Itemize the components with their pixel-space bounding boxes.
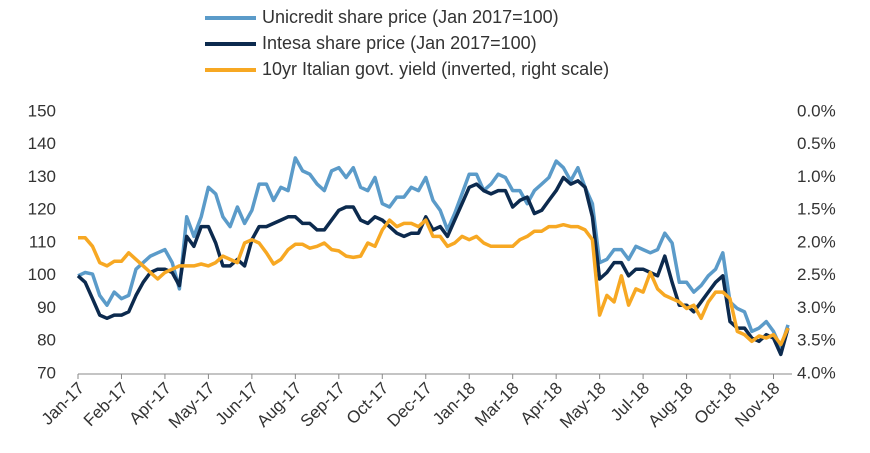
x-tick-label: Jun-17 <box>212 379 262 429</box>
y-tick-label: 110 <box>29 232 56 251</box>
x-tick-label: Feb-17 <box>80 379 132 431</box>
y-tick-label: 140 <box>28 134 56 153</box>
x-tick-label: May-17 <box>165 379 219 433</box>
x-tick-label: Dec-17 <box>384 379 436 431</box>
x-tick-label: Mar-18 <box>471 379 523 431</box>
y-tick-label: 90 <box>37 298 56 317</box>
y2-tick-label: 0.5% <box>797 134 836 153</box>
series-line <box>76 175 790 357</box>
x-tick-label: Oct-17 <box>343 379 393 429</box>
y2-tick-label: 2.0% <box>797 232 836 251</box>
y2-tick-label: 3.0% <box>797 298 836 317</box>
y2-tick-label: 1.5% <box>797 200 836 219</box>
y-tick-label: 70 <box>37 363 56 382</box>
x-tick-label: Sep-17 <box>297 379 349 431</box>
series-line <box>78 218 790 347</box>
y2-tick-label: 2.5% <box>797 265 836 284</box>
series-line <box>77 156 790 350</box>
legend-label: 10yr Italian govt. yield (inverted, righ… <box>262 59 609 79</box>
x-tick-label: Jan-17 <box>38 379 88 429</box>
x-tick-label: Oct-18 <box>691 379 741 429</box>
y2-tick-label: 3.5% <box>797 331 836 350</box>
y2-tick-label: 4.0% <box>797 363 836 382</box>
y-tick-label: 80 <box>37 331 56 350</box>
y-tick-label: 130 <box>28 167 56 186</box>
x-tick-label: Jan-18 <box>429 379 479 429</box>
y-tick-label: 120 <box>28 200 56 219</box>
y-tick-label: 100 <box>28 265 56 284</box>
x-tick-label: May-18 <box>556 379 610 433</box>
x-tick-label: Nov-18 <box>731 379 783 431</box>
x-tick-label: Aug-18 <box>644 379 696 431</box>
x-tick-label: Aug-17 <box>253 379 305 431</box>
y2-tick-label: 0.0% <box>797 101 836 120</box>
y2-tick-label: 1.0% <box>797 167 836 186</box>
legend: Unicredit share price (Jan 2017=100) Inte… <box>205 7 609 79</box>
y-tick-label: 150 <box>28 101 56 120</box>
legend-label: Unicredit share price (Jan 2017=100) <box>262 7 559 27</box>
legend-label: Intesa share price (Jan 2017=100) <box>262 33 537 53</box>
